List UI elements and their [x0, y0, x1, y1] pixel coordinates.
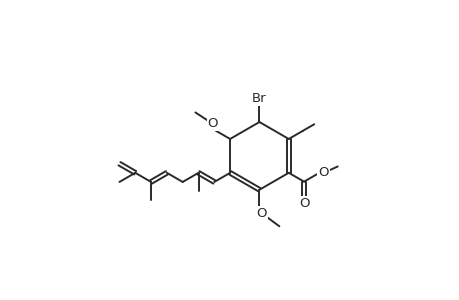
Text: O: O: [256, 207, 267, 220]
Text: Br: Br: [252, 92, 266, 105]
Text: O: O: [207, 117, 218, 130]
Text: O: O: [318, 166, 328, 178]
Text: O: O: [298, 196, 308, 210]
